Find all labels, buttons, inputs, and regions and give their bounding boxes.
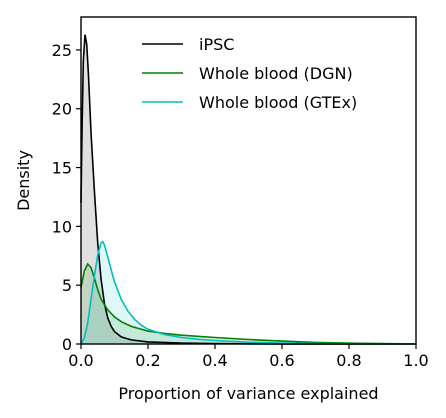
legend: iPSC Whole blood (DGN) Whole blood (GTEx) (142, 35, 357, 112)
x-tick-label: 0.6 (269, 351, 294, 370)
density-fill-1 (81, 264, 416, 344)
x-tick-label: 0.2 (135, 351, 160, 370)
density-fills (81, 34, 416, 344)
y-tick-label: 15 (52, 159, 72, 178)
x-tick-label: 0.8 (336, 351, 361, 370)
y-axis-title: Density (14, 150, 33, 211)
y-tick-label: 25 (52, 41, 72, 60)
plot-frame (80, 16, 417, 345)
y-tick-label: 0 (62, 335, 72, 354)
y-tick-label: 20 (52, 100, 72, 119)
y-tick-label: 10 (52, 217, 72, 236)
density-line-2 (80, 240, 417, 345)
x-axis-title: Proportion of variance explained (118, 384, 378, 403)
density-fill-2 (81, 241, 416, 344)
x-tick-label: 0.0 (68, 351, 93, 370)
legend-label-0: iPSC (199, 35, 234, 54)
x-tick-label: 0.4 (202, 351, 227, 370)
y-axis-ticks: 0 5 10 15 20 25 (52, 41, 81, 354)
y-tick-label: 5 (62, 276, 72, 295)
legend-label-1: Whole blood (DGN) (199, 64, 353, 83)
x-tick-label: 1.0 (403, 351, 428, 370)
x-axis-ticks: 0.0 0.2 0.4 0.6 0.8 1.0 (68, 344, 429, 370)
legend-label-2: Whole blood (GTEx) (199, 93, 357, 112)
density-line-1 (80, 262, 417, 345)
